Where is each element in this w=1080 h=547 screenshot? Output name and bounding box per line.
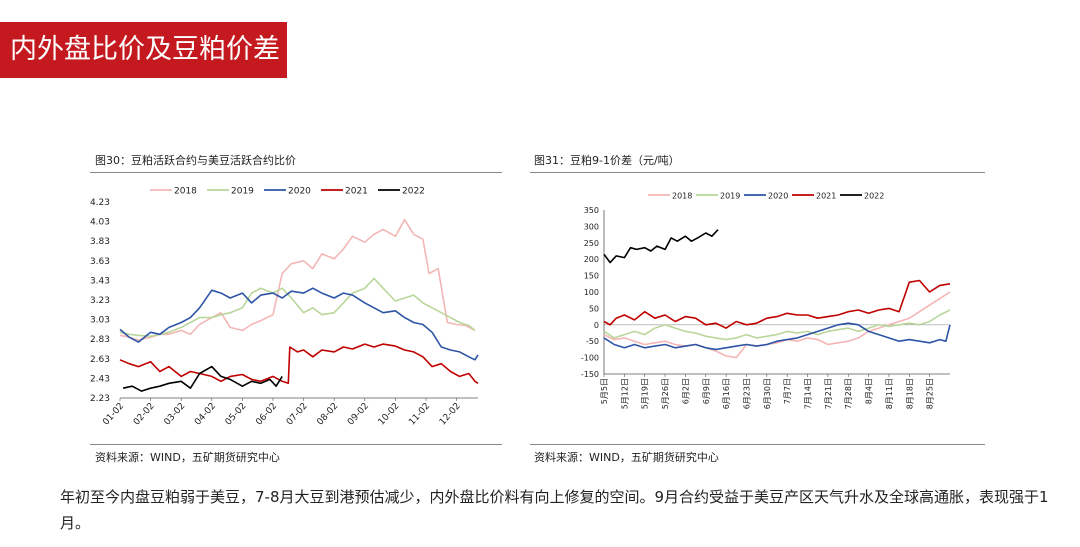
y-tick-label: 3.03 bbox=[90, 316, 110, 326]
x-tick-label: 5月12日 bbox=[620, 378, 629, 409]
x-tick-label: 04-02 bbox=[193, 401, 218, 427]
left-chart-source: 资料来源：WIND，五矿期货研究中心 bbox=[95, 451, 280, 464]
legend-label-2021: 2021 bbox=[816, 192, 836, 201]
x-tick-label: 7月21日 bbox=[824, 378, 833, 409]
series-line-2020 bbox=[603, 322, 951, 351]
y-tick-label: 200 bbox=[584, 255, 599, 264]
left-chart-caption: 图30：豆粕活跃合约与美豆活跃合约比价 bbox=[95, 154, 296, 167]
series-line-2018 bbox=[603, 291, 951, 359]
y-tick-label: -150 bbox=[581, 370, 599, 379]
x-tick-label: 5月26日 bbox=[661, 378, 670, 409]
legend-label-2019: 2019 bbox=[231, 187, 254, 197]
x-tick-label: 5月19日 bbox=[641, 378, 650, 409]
series-line-2019 bbox=[603, 309, 951, 341]
x-tick-label: 01-02 bbox=[101, 401, 126, 427]
section-title: 内外盘比价及豆粕价差 bbox=[10, 34, 280, 65]
right-chart-caption: 图31：豆粕9-1价差（元/吨） bbox=[534, 154, 680, 167]
y-tick-label: 100 bbox=[584, 288, 599, 297]
y-tick-label: 2.63 bbox=[90, 355, 110, 365]
y-tick-label: 4.03 bbox=[90, 218, 110, 228]
y-tick-label: 150 bbox=[584, 272, 599, 281]
legend-label-2020: 2020 bbox=[768, 192, 788, 201]
y-tick-label: -100 bbox=[581, 354, 599, 363]
left-ratio-chart: 2018 2019 2020 2021 2022 4.23 4.03 3.83 3.63 3.43… bbox=[90, 187, 479, 427]
series-line-2020 bbox=[119, 287, 479, 361]
x-tick-label: 10-02 bbox=[377, 401, 402, 427]
x-tick-label: 11-02 bbox=[407, 401, 432, 427]
legend-label-2018: 2018 bbox=[672, 192, 692, 201]
x-tick-label: 6月30日 bbox=[763, 378, 772, 409]
y-tick-label: 50 bbox=[589, 304, 599, 313]
series-line-2022 bbox=[122, 365, 283, 392]
x-tick-label: 6月16日 bbox=[722, 378, 731, 409]
y-tick-label: 3.43 bbox=[90, 276, 110, 286]
x-tick-label: 05-02 bbox=[224, 401, 249, 427]
x-tick-label: 7月28日 bbox=[844, 378, 853, 409]
summary-paragraph: 年初至今内盘豆粕弱于美豆，7-8月大豆到港预估减少，内外盘比价料有向上修复的空间… bbox=[60, 488, 1049, 532]
x-tick-label: 12-02 bbox=[438, 401, 463, 427]
y-tick-label: 2.83 bbox=[90, 335, 110, 345]
y-tick-label: 4.23 bbox=[90, 198, 110, 208]
x-tick-label: 08-02 bbox=[315, 401, 340, 427]
legend-label-2022: 2022 bbox=[864, 192, 884, 201]
x-tick-label: 8月4日 bbox=[865, 378, 874, 404]
series-line-2021 bbox=[603, 279, 951, 329]
x-tick-label: 03-02 bbox=[162, 401, 187, 427]
x-tick-label: 8月18日 bbox=[905, 378, 914, 409]
right-chart-top-rule bbox=[530, 172, 985, 173]
x-tick-label: 07-02 bbox=[285, 401, 310, 427]
y-tick-label: 3.83 bbox=[90, 237, 110, 247]
y-tick-label: 250 bbox=[584, 239, 599, 248]
x-tick-label: 6月9日 bbox=[702, 378, 711, 404]
y-tick-label: 3.23 bbox=[90, 296, 110, 306]
x-tick-label: 7月7日 bbox=[783, 378, 792, 404]
x-tick-label: 02-02 bbox=[132, 401, 157, 427]
legend-label-2022: 2022 bbox=[402, 187, 425, 197]
x-tick-label: 09-02 bbox=[346, 401, 371, 427]
series-line-2018 bbox=[119, 218, 476, 341]
right-chart-bottom-rule bbox=[530, 444, 985, 445]
left-chart-top-rule bbox=[90, 172, 502, 173]
x-tick-label: 8月25日 bbox=[926, 378, 935, 409]
legend-label-2019: 2019 bbox=[720, 192, 740, 201]
section-title-bar: 内外盘比价及豆粕价差 bbox=[0, 22, 287, 78]
y-tick-label: -50 bbox=[586, 337, 599, 346]
y-tick-label: 3.63 bbox=[90, 257, 110, 267]
x-tick-label: 6月23日 bbox=[742, 378, 751, 409]
x-tick-label: 6月2日 bbox=[681, 378, 690, 404]
right-spread-chart: 2018 2019 2020 2021 2022 350 300 250 200 150 100 50… bbox=[581, 192, 951, 409]
left-chart-bottom-rule bbox=[90, 444, 502, 445]
legend-label-2020: 2020 bbox=[288, 187, 311, 197]
right-chart-source: 资料来源：WIND，五矿期货研究中心 bbox=[534, 451, 719, 464]
x-tick-label: 7月14日 bbox=[804, 378, 813, 409]
y-tick-label: 2.43 bbox=[90, 374, 110, 384]
y-tick-label: 0 bbox=[594, 321, 599, 330]
y-tick-label: 350 bbox=[584, 206, 599, 215]
legend-label-2018: 2018 bbox=[174, 187, 197, 197]
x-tick-label: 5月5日 bbox=[600, 378, 609, 404]
legend-label-2021: 2021 bbox=[345, 187, 368, 197]
y-tick-label: 2.23 bbox=[90, 394, 110, 404]
series-line-2019 bbox=[119, 277, 476, 338]
series-line-2021 bbox=[119, 343, 479, 385]
series-line-2022 bbox=[603, 229, 719, 264]
y-tick-label: 300 bbox=[584, 222, 599, 231]
x-tick-label: 8月11日 bbox=[885, 378, 894, 409]
x-tick-label: 06-02 bbox=[254, 401, 279, 427]
